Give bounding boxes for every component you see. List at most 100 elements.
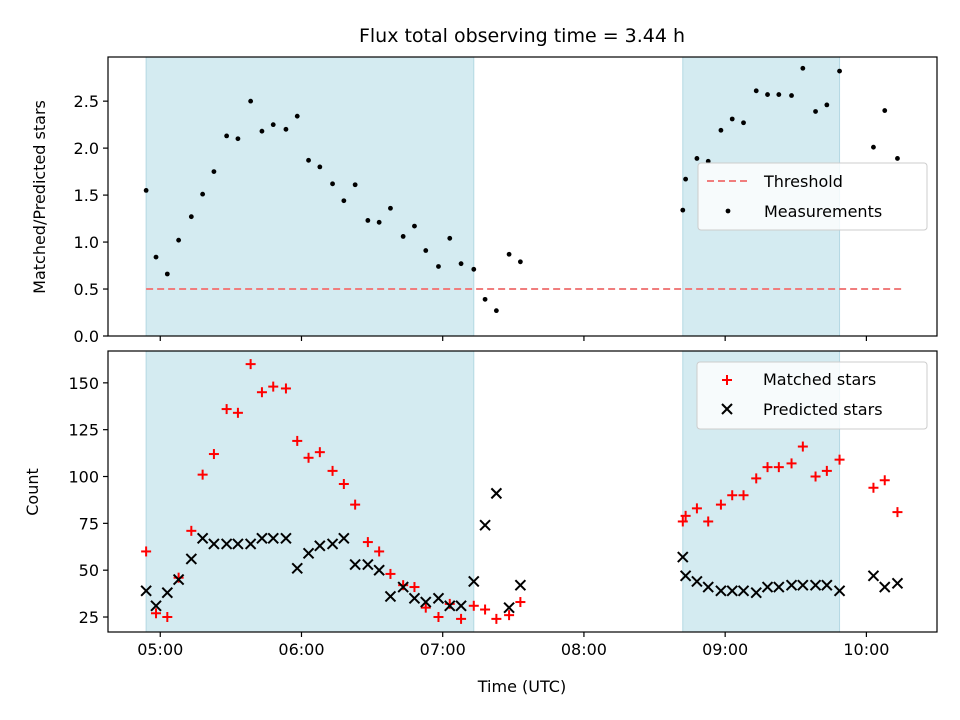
count-legend: Matched stars Predicted stars (696, 361, 928, 430)
predicted-point (726, 585, 738, 597)
matched-legend-label: Matched stars (763, 370, 876, 389)
measurement-point (176, 237, 182, 243)
predicted-point (208, 538, 220, 550)
x-tick-label: 06:00 (278, 640, 324, 659)
x-tick-label: 05:00 (137, 640, 183, 659)
ratio-legend: Threshold Measurements (697, 162, 928, 231)
measurement-point (882, 108, 888, 113)
predicted-point (220, 538, 233, 550)
predicted-point (185, 553, 198, 565)
measurement-point (400, 234, 406, 239)
measurement-point (235, 136, 241, 142)
measurement-point (224, 133, 230, 139)
predicted-point (773, 581, 785, 593)
predicted-point (280, 532, 292, 545)
predicted-point (702, 581, 714, 593)
measurement-point (365, 218, 371, 223)
predicted-point (326, 538, 339, 550)
matched-point (797, 441, 808, 452)
predicted-point (785, 579, 798, 591)
measurement-point (330, 181, 335, 187)
measurement-point (164, 271, 170, 277)
predicted-point (150, 600, 162, 612)
matched-point (751, 473, 762, 484)
matched-point (151, 608, 162, 619)
matched-point (433, 612, 444, 623)
matched-point (362, 537, 373, 548)
predicted-point (432, 592, 445, 604)
count-panel: 25 50 75 100 125 150 05:00 06:00 07:00 08:00 09:0… (23, 350, 938, 696)
predicted-point (691, 575, 703, 588)
predicted-point (362, 558, 374, 571)
measurement-point (283, 126, 289, 132)
matched-point (232, 407, 243, 418)
measurement-point (294, 113, 300, 119)
measurement-point (412, 223, 417, 229)
measurement-point (729, 116, 735, 122)
measurement-point (200, 191, 206, 197)
predicted-point (196, 532, 209, 545)
matched-point (879, 475, 890, 486)
matched-point (327, 465, 338, 476)
measurement-point (753, 88, 759, 94)
measurement-point (493, 308, 499, 314)
count-legend-box (696, 361, 928, 430)
matched-point (162, 612, 173, 623)
predicted-point (444, 600, 456, 612)
measurements-legend-label: Measurements (764, 202, 882, 221)
predicted-point (468, 575, 480, 588)
predicted-point (161, 586, 174, 599)
predicted-point (750, 586, 762, 599)
matched-point (491, 613, 502, 624)
measurement-point (248, 98, 254, 104)
predicted-point (514, 579, 527, 591)
measurement-point (683, 176, 689, 182)
matched-point (256, 387, 267, 398)
predicted-point (232, 538, 244, 550)
y-tick-label: 125 (68, 421, 99, 440)
measurement-point (506, 251, 512, 257)
ratio-y-axis-label: Matched/Predicted stars (30, 100, 49, 294)
measurements-legend-swatch (725, 208, 731, 214)
predicted-point (797, 579, 809, 591)
predicted-point (267, 532, 279, 545)
predicted-point (821, 579, 833, 591)
matched-point (677, 516, 688, 527)
matched-point (834, 454, 845, 465)
predicted-point (291, 562, 303, 575)
measurement-point (317, 164, 323, 170)
ratio-panel: 0.0 0.5 1.0 1.5 2.0 2.5 Flux total observing … (30, 25, 938, 346)
y-tick-label: 1.5 (74, 186, 99, 205)
count-panel-frame (107, 350, 938, 633)
matched-legend-swatch (722, 375, 732, 385)
matched-point (762, 462, 773, 473)
predicted-point (833, 585, 846, 597)
predicted-point (503, 601, 515, 614)
predicted-point (677, 551, 689, 563)
measurement-point (423, 248, 429, 253)
measurement-point (824, 102, 830, 108)
predicted-point (244, 538, 257, 550)
matched-point (374, 546, 385, 557)
x-tick-label: 07:00 (420, 640, 466, 659)
y-tick-label: 100 (68, 468, 99, 487)
matched-point (773, 462, 784, 473)
measurement-point (376, 219, 382, 225)
x-tick-label: 10:00 (843, 640, 889, 659)
predicted-point (455, 600, 467, 612)
matched-point (738, 490, 749, 501)
matched-point (810, 471, 821, 482)
y-tick-label: 1.0 (74, 233, 99, 252)
matched-point (292, 435, 303, 446)
measurement-point (306, 157, 311, 163)
measurement-point (694, 156, 700, 161)
measurement-point (482, 296, 488, 302)
predicted-point (302, 547, 315, 560)
matched-point (314, 447, 325, 458)
predicted-point (172, 573, 185, 586)
matched-point (715, 499, 726, 510)
matched-point (515, 597, 526, 608)
predicted-point (867, 570, 880, 582)
predicted-point (737, 585, 750, 597)
measurement-point (270, 122, 276, 128)
